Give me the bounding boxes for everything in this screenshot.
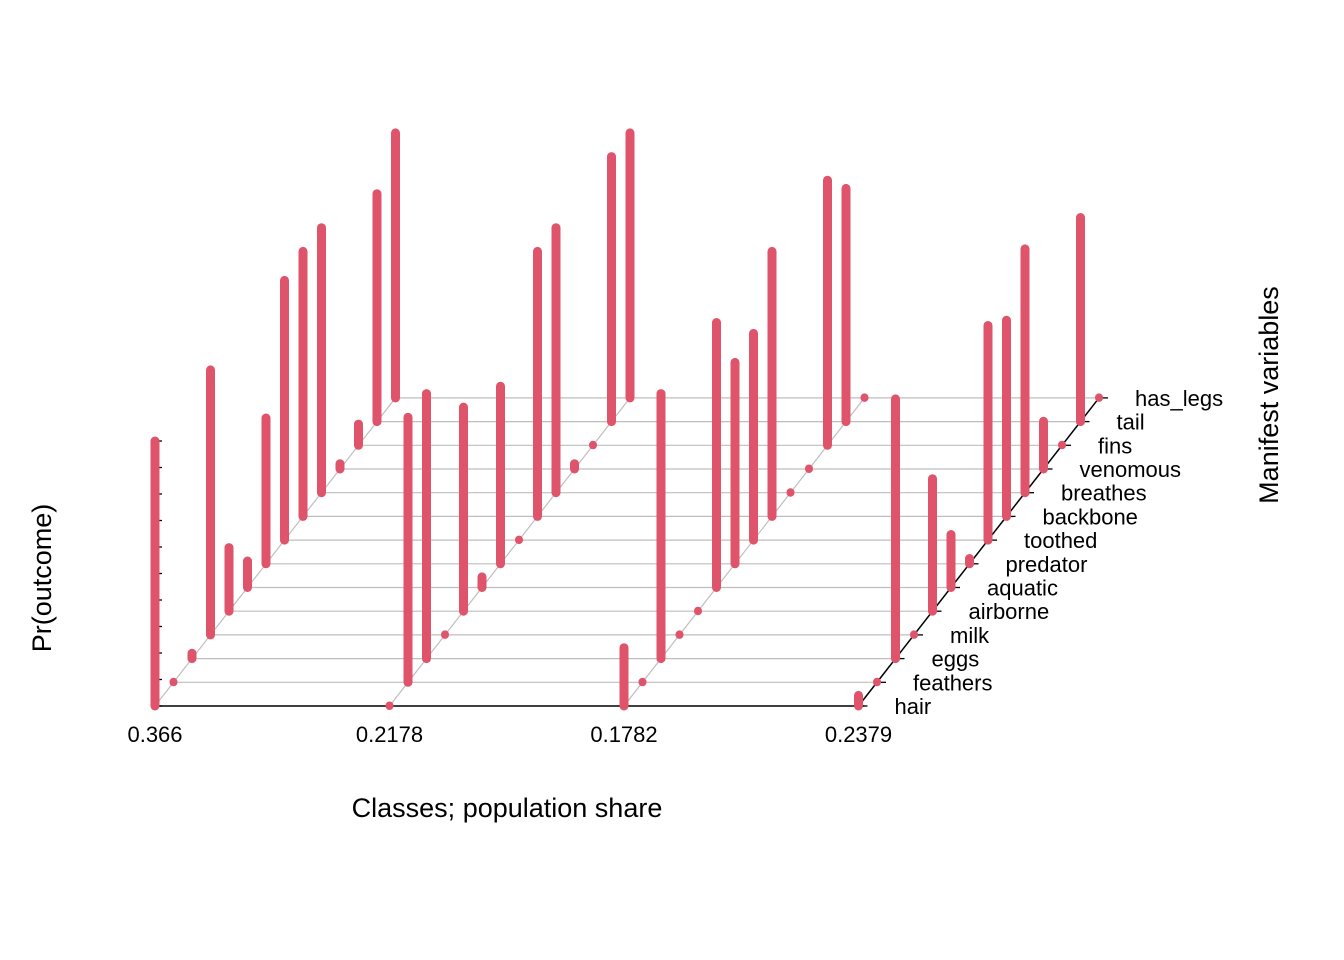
variable-label-aquatic: aquatic	[987, 576, 1058, 601]
bar-layer	[150, 128, 1103, 711]
variable-label-backbone: backbone	[1043, 504, 1138, 529]
variable-label-venomous: venomous	[1080, 457, 1182, 482]
x-axis-title: Classes; population share	[352, 793, 663, 823]
z-axis-title: Manifest variables	[1254, 286, 1284, 504]
x-tick-label: 0.2379	[825, 722, 892, 747]
variable-label-hair: hair	[895, 694, 932, 719]
y-axis-title: Pr(outcome)	[27, 504, 57, 653]
variable-label-has_legs: has_legs	[1135, 386, 1223, 411]
x-tick-label: 0.2178	[356, 722, 423, 747]
label-layer: 0.366 0.2178 0.1782 0.2379hairfeatherseggsm…	[127, 386, 1223, 747]
variable-label-predator: predator	[1006, 552, 1088, 577]
variable-label-breathes: breathes	[1061, 481, 1147, 506]
variable-label-airborne: airborne	[969, 599, 1050, 624]
variable-label-toothed: toothed	[1024, 528, 1097, 553]
variable-label-eggs: eggs	[932, 647, 980, 672]
x-tick-label: 0.1782	[590, 722, 657, 747]
grid-layer	[154, 397, 1099, 707]
variable-label-fins: fins	[1098, 433, 1132, 458]
variable-label-feathers: feathers	[913, 670, 993, 695]
variable-label-milk: milk	[950, 623, 990, 648]
variable-label-tail: tail	[1117, 410, 1145, 435]
x-tick-label: 0.366	[127, 722, 182, 747]
